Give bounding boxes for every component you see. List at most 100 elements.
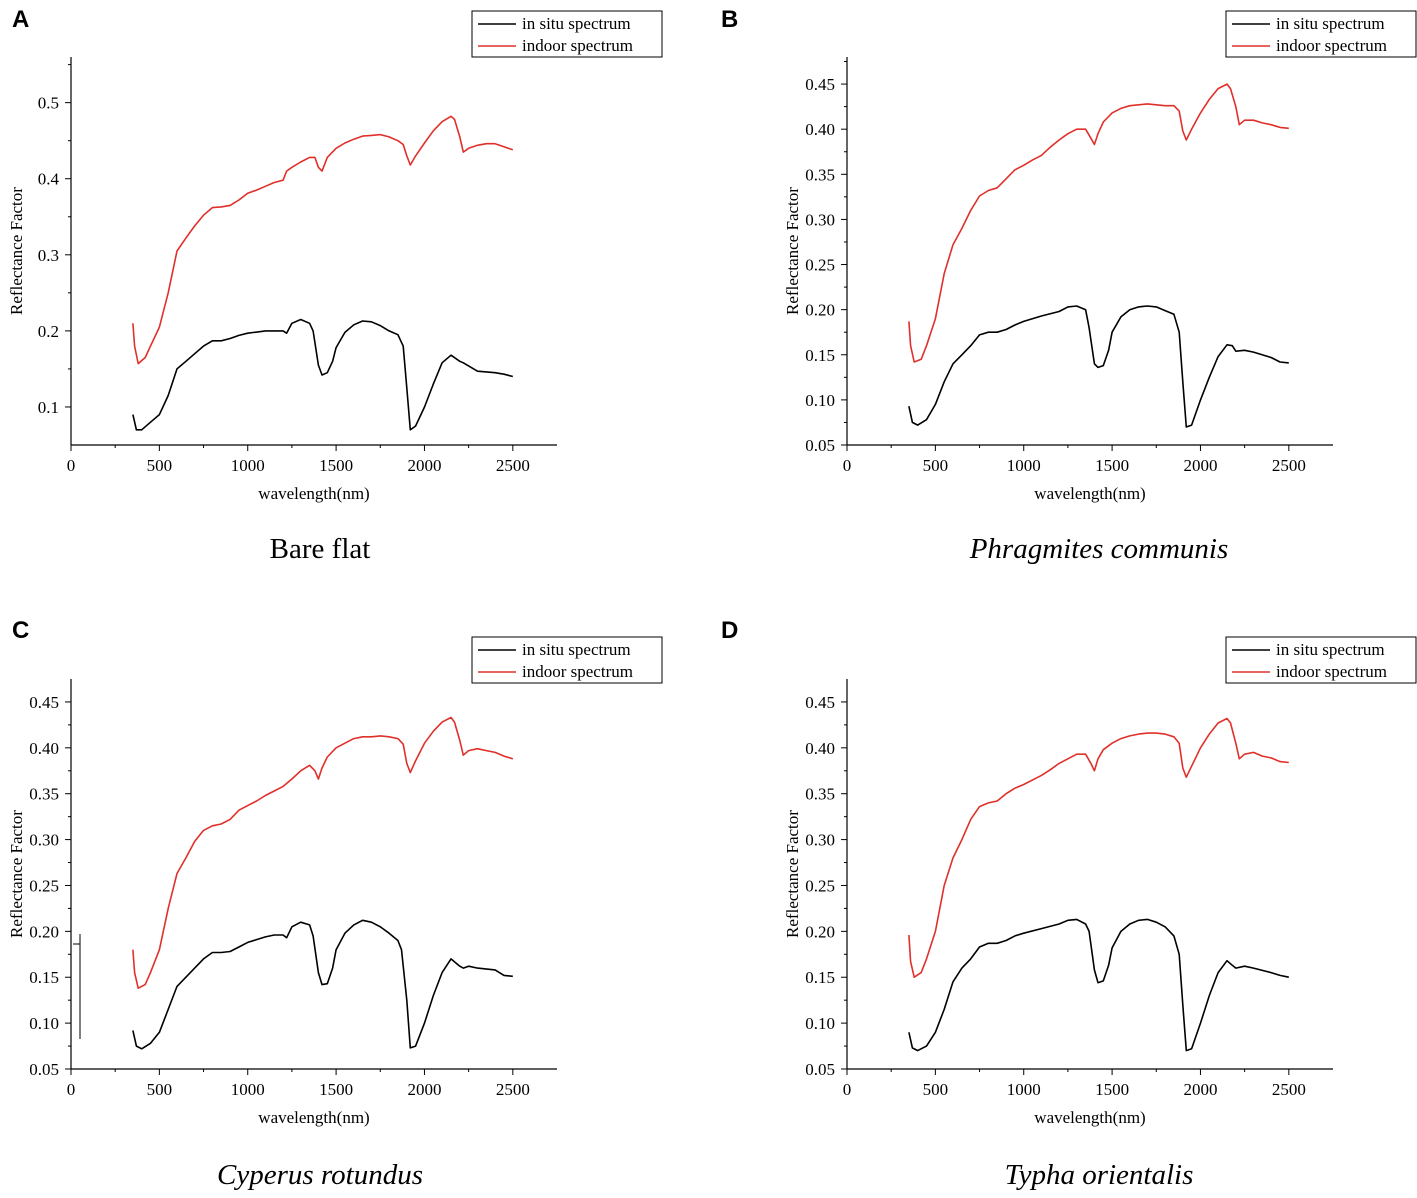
legend-box (471, 10, 663, 58)
x-tick-label: 0 (843, 456, 852, 475)
y-tick-label: 0.10 (29, 1014, 59, 1033)
x-tick-label: 1500 (1095, 1080, 1129, 1099)
y-tick-label: 0.45 (805, 75, 835, 94)
x-tick-label: 0 (67, 456, 76, 475)
figure-caption: Bare flat (270, 533, 371, 565)
y-axis-title: Reflectance Factor (783, 810, 802, 938)
y-tick-label: 0.35 (805, 785, 835, 804)
panel-letter: A (12, 6, 29, 33)
legend-label: in situ spectrum (1276, 14, 1385, 33)
y-tick-label: 0.30 (805, 210, 835, 229)
y-axis-title: Reflectance Factor (7, 810, 26, 938)
figure-panel-d: D 0 500 1000 1500 2000 2500 0.05 0.10 0.15 0.20 0.2… (709, 599, 1417, 1198)
x-tick-label: 2500 (496, 456, 530, 475)
series-line-indoor (132, 115, 514, 365)
series-line-in-situ (908, 918, 1289, 1052)
y-tick-label: 0.3 (38, 246, 59, 265)
figure-panel-c: C 0 500 1000 1500 2000 2500 0.05 0.10 0.15 0.20 0.2… (0, 599, 708, 1198)
x-tick-label: 2500 (1272, 456, 1306, 475)
series-line-in-situ (908, 305, 1289, 428)
chart-svg: C 0 500 1000 1500 2000 2500 0.05 0.10 0.15 0.20 0.2… (7, 617, 663, 1191)
y-tick-label: 0.35 (29, 785, 59, 804)
y-tick-label: 0.2 (38, 322, 59, 341)
y-tick-label: 0.15 (805, 346, 835, 365)
x-tick-label: 1500 (319, 1080, 353, 1099)
x-tick-label: 1000 (1007, 456, 1041, 475)
y-tick-label: 0.30 (29, 831, 59, 850)
x-tick-label: 0 (843, 1080, 852, 1099)
x-tick-label: 1000 (231, 456, 265, 475)
y-tick-label: 0.20 (29, 922, 59, 941)
y-tick-label: 0.05 (805, 436, 835, 455)
legend-label: indoor spectrum (1276, 662, 1387, 681)
x-tick-label: 0 (67, 1080, 76, 1099)
legend-label: in situ spectrum (522, 640, 631, 659)
x-tick-label: 2000 (407, 1080, 441, 1099)
y-tick-label: 0.15 (29, 968, 59, 987)
x-axis-title: wavelength(nm) (258, 484, 369, 503)
panel-letter: C (12, 617, 29, 644)
x-tick-label: 500 (147, 1080, 173, 1099)
x-tick-label: 1000 (231, 1080, 265, 1099)
series-line-indoor (908, 83, 1289, 363)
x-tick-label: 1500 (1095, 456, 1129, 475)
x-tick-label: 500 (147, 456, 173, 475)
y-tick-label: 0.35 (805, 165, 835, 184)
y-tick-label: 0.45 (805, 693, 835, 712)
figure-panel-b: B 0 500 1000 1500 2000 2500 0.05 0.10 0.15 0.20 0.2… (709, 0, 1417, 599)
figure-caption: Cyperus rotundus (217, 1159, 423, 1191)
legend-label: in situ spectrum (1276, 640, 1385, 659)
figure-caption: Typha orientalis (1005, 1159, 1194, 1191)
y-tick-label: 0.25 (29, 876, 59, 895)
series-line-indoor (132, 716, 514, 990)
y-tick-label: 0.30 (805, 831, 835, 850)
legend-label: indoor spectrum (522, 36, 633, 55)
series-line-in-situ (132, 318, 514, 431)
figure-caption: Phragmites communis (969, 533, 1229, 565)
x-tick-label: 2000 (1183, 456, 1217, 475)
y-tick-label: 0.25 (805, 256, 835, 275)
y-tick-label: 0.40 (805, 120, 835, 139)
series-line-indoor (908, 717, 1289, 979)
chart-svg: A 0 500 1000 1500 2000 2500 0.1 0.2 0.3 0.4 0.5 wave… (7, 6, 663, 565)
legend-label: in situ spectrum (522, 14, 631, 33)
legend-box (1225, 636, 1417, 684)
y-tick-label: 0.20 (805, 922, 835, 941)
x-tick-label: 1500 (319, 456, 353, 475)
x-axis-title: wavelength(nm) (1034, 484, 1145, 503)
x-tick-label: 2000 (407, 456, 441, 475)
legend-box (1225, 10, 1417, 58)
y-axis-title: Reflectance Factor (783, 187, 802, 315)
figure-panel-a: A 0 500 1000 1500 2000 2500 0.1 0.2 0.3 0.4 0.5 wave… (0, 0, 708, 599)
x-tick-label: 500 (923, 456, 949, 475)
y-tick-label: 0.10 (805, 391, 835, 410)
series-line-in-situ (132, 919, 513, 1050)
y-tick-label: 0.40 (29, 739, 59, 758)
panel-letter: B (721, 6, 738, 33)
chart-svg: B 0 500 1000 1500 2000 2500 0.05 0.10 0.15 0.20 0.2… (721, 6, 1417, 565)
x-tick-label: 2500 (496, 1080, 530, 1099)
y-tick-label: 0.20 (805, 301, 835, 320)
x-tick-label: 2500 (1272, 1080, 1306, 1099)
y-tick-label: 0.45 (29, 693, 59, 712)
legend-label: indoor spectrum (1276, 36, 1387, 55)
y-tick-label: 0.5 (38, 94, 59, 113)
x-tick-label: 2000 (1183, 1080, 1217, 1099)
x-axis-title: wavelength(nm) (1034, 1108, 1145, 1127)
y-tick-label: 0.1 (38, 398, 59, 417)
x-tick-label: 1000 (1007, 1080, 1041, 1099)
x-axis-title: wavelength(nm) (258, 1108, 369, 1127)
y-tick-label: 0.25 (805, 876, 835, 895)
panel-letter: D (721, 617, 738, 644)
stray-bracket-mark (73, 934, 81, 1039)
y-tick-label: 0.4 (38, 170, 60, 189)
y-tick-label: 0.15 (805, 968, 835, 987)
chart-svg: D 0 500 1000 1500 2000 2500 0.05 0.10 0.15 0.20 0.2… (721, 617, 1417, 1191)
x-tick-label: 500 (923, 1080, 949, 1099)
y-axis-title: Reflectance Factor (7, 187, 26, 315)
y-tick-label: 0.10 (805, 1014, 835, 1033)
legend-label: indoor spectrum (522, 662, 633, 681)
legend-box (471, 636, 663, 684)
y-tick-label: 0.05 (805, 1060, 835, 1079)
y-tick-label: 0.40 (805, 739, 835, 758)
